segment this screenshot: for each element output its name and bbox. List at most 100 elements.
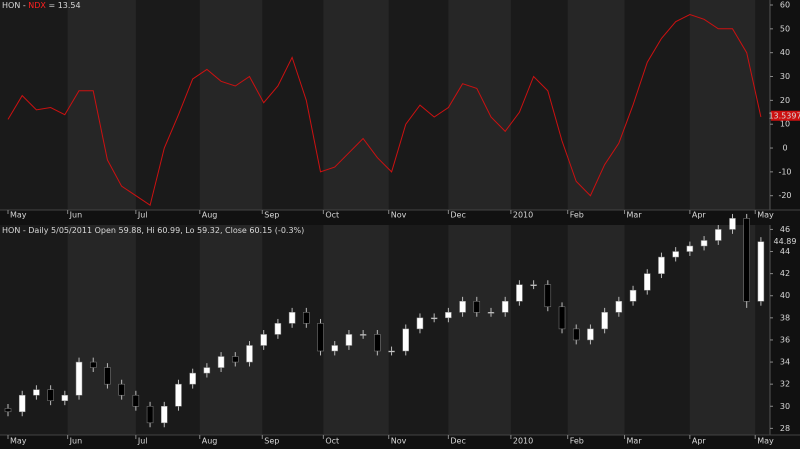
x-tick-label: Oct xyxy=(325,211,339,220)
x-tick-label: Sep xyxy=(264,437,279,446)
candle-body xyxy=(146,406,154,424)
x-tick-label: Aug xyxy=(202,437,218,446)
candle-body xyxy=(686,245,694,252)
candle-body xyxy=(61,394,69,401)
candle-body xyxy=(644,273,651,291)
candle-body xyxy=(89,361,97,368)
x-tick-label: Jul xyxy=(137,437,148,446)
line xyxy=(7,13,762,207)
x-tick-label: Nov xyxy=(391,211,407,220)
x-tick-label: Oct xyxy=(325,437,339,446)
candle-body xyxy=(601,312,608,330)
candle-body xyxy=(459,301,466,313)
candle-body xyxy=(75,361,83,396)
candle-body xyxy=(402,328,410,352)
x-tick-label: Apr xyxy=(692,211,707,220)
candle-body xyxy=(359,334,367,336)
x-tick-label: Mar xyxy=(627,437,643,446)
candle-body xyxy=(246,345,253,363)
month-band xyxy=(323,225,389,435)
y-tick-label: 20 xyxy=(780,96,790,105)
x-tick-label: Jun xyxy=(69,211,83,220)
y-tick-label: 30 xyxy=(780,72,790,81)
y-tick-label: 44 xyxy=(780,247,790,256)
x-tick-label: Aug xyxy=(202,211,218,220)
value-badge xyxy=(771,110,800,121)
x-tick-label: May xyxy=(10,211,27,220)
candle-body xyxy=(743,218,750,302)
y-tick-label: 40 xyxy=(780,291,790,300)
y-tick-label: 34 xyxy=(780,358,790,367)
y-tick-label: 30 xyxy=(780,402,790,411)
candle-body xyxy=(516,284,523,302)
candle-body xyxy=(203,367,211,374)
month-band xyxy=(689,0,756,210)
y-tick-label: 36 xyxy=(780,335,790,344)
y-tick-label: 32 xyxy=(780,380,790,389)
axis-area xyxy=(770,225,800,435)
candle-body xyxy=(445,312,452,319)
value-badge-label: 44.89 xyxy=(774,237,797,246)
candle-body xyxy=(288,312,296,324)
month-band xyxy=(448,0,511,210)
candle-body xyxy=(629,289,637,302)
candle-body xyxy=(260,334,267,346)
x-tick-label: Jun xyxy=(69,437,83,446)
candle-body xyxy=(700,240,708,247)
y-tick-label: 42 xyxy=(780,269,790,278)
x-tick-label: May xyxy=(757,437,774,446)
candle-body xyxy=(530,284,537,286)
value-badge xyxy=(771,236,800,247)
y-tick-label: -10 xyxy=(778,167,791,176)
y-tick-label: -20 xyxy=(778,191,791,200)
y-tick-label: 0 xyxy=(782,144,787,153)
candle-body xyxy=(47,389,54,401)
month-band xyxy=(199,225,263,435)
title-highlight: NDX xyxy=(28,1,46,10)
x-tick-label: Mar xyxy=(627,211,643,220)
y-tick-label: 50 xyxy=(780,24,790,33)
candle-body xyxy=(274,323,282,335)
title-text: HON - Daily 5/05/2011 Open 59.88, Hi 60.… xyxy=(2,226,304,235)
candle-body xyxy=(501,301,509,313)
candle-body xyxy=(232,356,239,363)
value-badge-label: 13.5397 xyxy=(768,111,800,120)
y-tick-label: 28 xyxy=(780,424,790,433)
candle-body xyxy=(18,394,26,413)
x-tick-label: May xyxy=(10,437,27,446)
x-tick-label: Dec xyxy=(450,437,465,446)
candle-body xyxy=(132,394,140,407)
candle-body xyxy=(331,345,338,352)
candle-body xyxy=(33,389,40,396)
candle-body xyxy=(217,356,225,368)
month-band xyxy=(199,0,263,210)
candle-body xyxy=(416,317,424,330)
month-band xyxy=(567,0,625,210)
x-tick-label: Sep xyxy=(264,211,279,220)
candle-body xyxy=(388,350,395,353)
y-tick-label: 10 xyxy=(780,120,790,129)
pane-title: HON - NDX = 13.54 xyxy=(2,1,81,10)
x-tick-label: May xyxy=(757,211,774,220)
x-tick-label: Dec xyxy=(450,211,465,220)
x-tick-label: Apr xyxy=(692,437,707,446)
candle-body xyxy=(175,383,182,407)
candle-body xyxy=(303,312,310,324)
title-text: HON - xyxy=(2,1,28,10)
candle-body xyxy=(572,328,580,341)
month-band xyxy=(67,0,136,210)
axis-area xyxy=(770,0,800,210)
month-band xyxy=(323,0,389,210)
candle-body xyxy=(587,328,594,341)
candle-body xyxy=(487,312,495,314)
candle-body xyxy=(757,241,765,302)
candle-body xyxy=(658,256,665,274)
candle-body xyxy=(374,334,381,352)
y-tick-label: 40 xyxy=(780,48,790,57)
candle-body xyxy=(345,334,353,346)
candle-body xyxy=(672,251,679,258)
y-tick-label: 38 xyxy=(780,313,790,322)
x-tick-label: Feb xyxy=(570,437,584,446)
y-tick-label: 46 xyxy=(780,225,790,234)
